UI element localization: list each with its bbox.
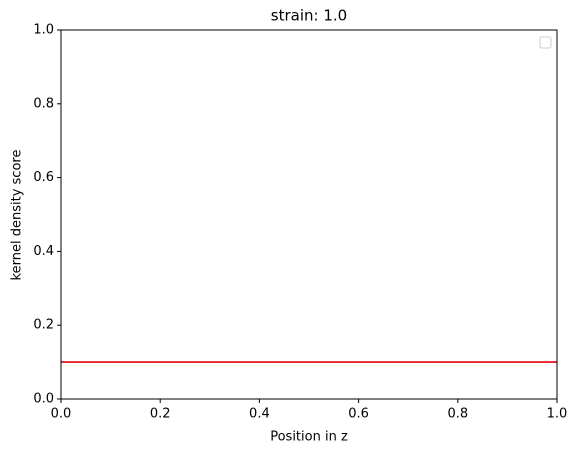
chart-title: strain: 1.0 bbox=[271, 7, 347, 25]
x-tick-label: 0.4 bbox=[249, 407, 270, 422]
legend bbox=[539, 36, 552, 49]
y-tick-label: 0.6 bbox=[33, 170, 54, 185]
x-tick-label: 0.6 bbox=[348, 407, 369, 422]
x-axis-label: Position in z bbox=[270, 430, 348, 445]
y-tick-label: 1.0 bbox=[33, 23, 54, 38]
y-axis-label: kernel density score bbox=[10, 150, 25, 281]
x-tick-label: 1.0 bbox=[547, 407, 568, 422]
y-tick-label: 0.2 bbox=[33, 318, 54, 333]
x-tick-label: 0.2 bbox=[150, 407, 171, 422]
plot-frame bbox=[60, 29, 558, 400]
y-tick-label: 0.8 bbox=[33, 96, 54, 111]
x-tick-label: 0.0 bbox=[51, 407, 72, 422]
y-tick-label: 0.0 bbox=[33, 392, 54, 407]
y-tick-label: 0.4 bbox=[33, 244, 54, 259]
x-tick-label: 0.8 bbox=[447, 407, 468, 422]
